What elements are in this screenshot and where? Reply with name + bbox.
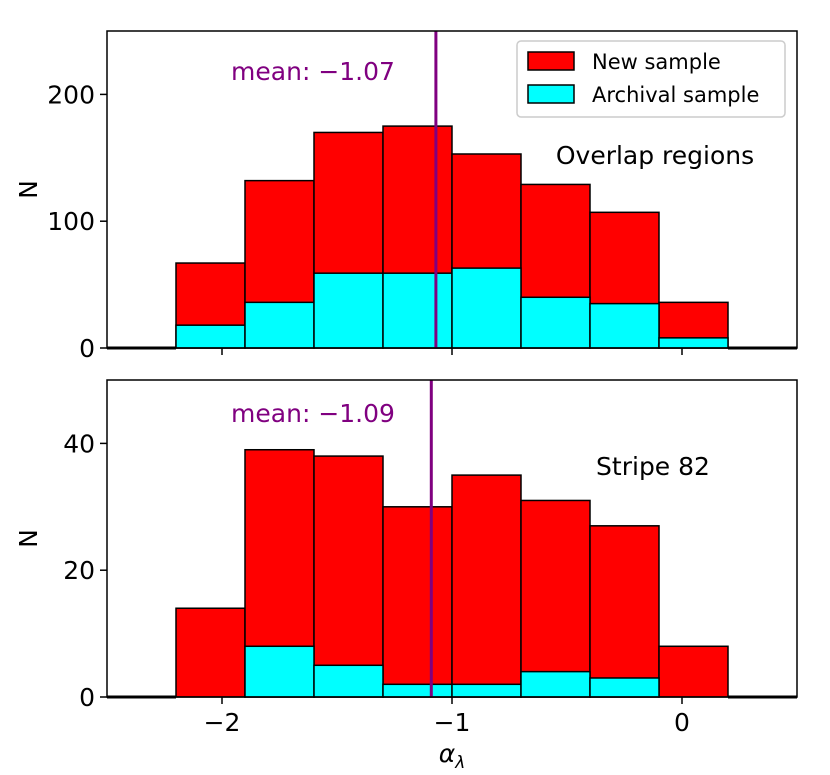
archival-sample-bar	[244, 645, 315, 698]
archival-sample-bar	[244, 301, 315, 349]
panel-annotation: Overlap regions	[556, 141, 754, 170]
new-sample-bar	[175, 607, 246, 698]
y-tick-label: 0	[79, 334, 95, 363]
y-axis-label: N	[14, 529, 43, 548]
archival-sample-bar	[382, 683, 453, 698]
x-tick-label: −2	[204, 708, 241, 737]
archival-sample-bar	[589, 302, 660, 349]
archival-sample-bar	[382, 272, 453, 349]
y-tick-label: 20	[63, 556, 95, 585]
bottom-panel: mean: −1.09 Stripe 82 0 20 40 −2 −1 0 N	[14, 379, 798, 737]
legend-label: Archival sample	[592, 83, 759, 107]
archival-sample-bar	[313, 272, 384, 349]
new-sample-bar	[382, 506, 453, 698]
new-sample-bar	[520, 499, 591, 698]
legend-box	[516, 40, 786, 118]
new-sample-bar	[589, 525, 660, 698]
y-tick-label: 40	[63, 429, 95, 458]
archival-sample-bar	[589, 677, 660, 698]
archival-sample-bar	[520, 670, 591, 698]
x-axis-label: αλ	[439, 739, 466, 773]
y-tick-label: 200	[47, 80, 95, 109]
legend-swatch	[527, 84, 575, 104]
y-tick-label: 0	[79, 683, 95, 712]
mean-label: mean: −1.09	[231, 399, 395, 428]
new-sample-bar	[451, 474, 522, 698]
legend: New sample Archival sample	[516, 40, 786, 118]
y-tick-label: 100	[47, 207, 95, 236]
archival-sample-bar	[175, 324, 246, 349]
archival-sample-bar	[658, 337, 729, 349]
archival-sample-bar	[313, 664, 384, 698]
y-axis-label: N	[14, 180, 43, 199]
mean-label: mean: −1.07	[231, 57, 395, 86]
archival-sample-bar	[520, 296, 591, 349]
new-sample-bar	[313, 455, 384, 698]
archival-sample-bar	[451, 683, 522, 698]
legend-swatch	[527, 51, 575, 71]
panel-annotation: Stripe 82	[596, 452, 710, 481]
new-sample-bar	[658, 645, 729, 698]
x-tick-label: −1	[434, 708, 471, 737]
top-panel: mean: −1.07 Overlap regions 0 100 200 N New sa…	[14, 30, 798, 363]
archival-sample-bar	[451, 267, 522, 349]
x-tick-label: 0	[674, 708, 690, 737]
legend-label: New sample	[592, 50, 721, 74]
